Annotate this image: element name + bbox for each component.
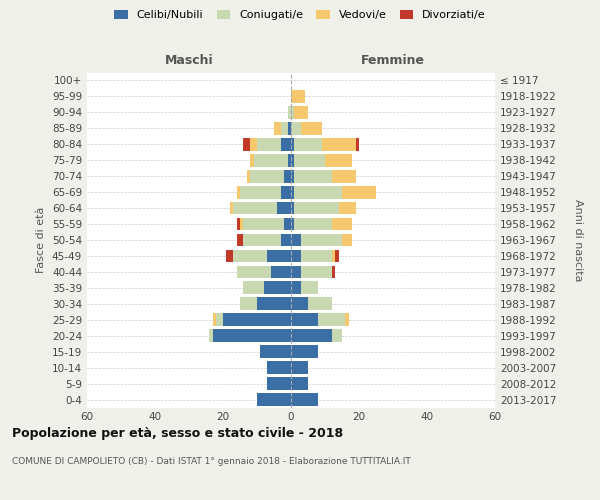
Y-axis label: Anni di nascita: Anni di nascita <box>573 198 583 281</box>
Bar <box>281 234 291 246</box>
Bar <box>267 361 291 374</box>
Bar <box>236 234 244 246</box>
Bar <box>332 218 352 230</box>
Bar <box>295 218 332 230</box>
Bar <box>332 266 335 278</box>
Legend: Celibi/Nubili, Coniugati/e, Vedovi/e, Divorziati/e: Celibi/Nubili, Coniugati/e, Vedovi/e, Di… <box>110 6 490 25</box>
Bar <box>301 234 342 246</box>
Bar <box>325 154 352 166</box>
Bar <box>244 282 264 294</box>
Bar <box>291 138 295 150</box>
Bar <box>295 186 342 198</box>
Bar <box>291 154 295 166</box>
Bar <box>322 138 356 150</box>
Bar <box>209 330 213 342</box>
Bar <box>274 122 281 134</box>
Bar <box>291 250 301 262</box>
Bar <box>291 393 318 406</box>
Bar <box>301 266 332 278</box>
Bar <box>291 122 301 134</box>
Bar <box>291 282 301 294</box>
Bar <box>244 234 281 246</box>
Bar <box>271 266 291 278</box>
Bar <box>281 122 287 134</box>
Bar <box>240 298 257 310</box>
Bar <box>236 266 271 278</box>
Bar <box>250 154 254 166</box>
Bar <box>295 170 332 182</box>
Bar <box>295 106 308 119</box>
Bar <box>338 202 356 214</box>
Bar <box>226 250 233 262</box>
Bar <box>287 154 291 166</box>
Bar <box>223 314 291 326</box>
Text: Popolazione per età, sesso e stato civile - 2018: Popolazione per età, sesso e stato civil… <box>12 428 343 440</box>
Bar <box>301 122 322 134</box>
Bar <box>233 250 267 262</box>
Bar <box>332 170 356 182</box>
Bar <box>291 218 295 230</box>
Bar <box>291 202 295 214</box>
Bar <box>342 186 376 198</box>
Bar <box>240 218 244 230</box>
Bar <box>342 234 352 246</box>
Bar <box>236 186 240 198</box>
Bar <box>284 170 291 182</box>
Bar <box>291 377 308 390</box>
Bar <box>257 393 291 406</box>
Bar <box>247 170 250 182</box>
Text: Maschi: Maschi <box>164 54 214 68</box>
Bar <box>267 377 291 390</box>
Bar <box>318 314 346 326</box>
Bar <box>301 282 318 294</box>
Bar <box>257 138 281 150</box>
Bar <box>213 314 216 326</box>
Bar <box>277 202 291 214</box>
Text: COMUNE DI CAMPOLIETO (CB) - Dati ISTAT 1° gennaio 2018 - Elaborazione TUTTITALIA: COMUNE DI CAMPOLIETO (CB) - Dati ISTAT 1… <box>12 458 411 466</box>
Bar <box>291 314 318 326</box>
Bar <box>301 250 332 262</box>
Bar <box>291 298 308 310</box>
Bar <box>335 250 338 262</box>
Y-axis label: Fasce di età: Fasce di età <box>37 207 46 273</box>
Bar <box>291 330 332 342</box>
Bar <box>291 346 318 358</box>
Bar <box>295 202 338 214</box>
Bar <box>291 186 295 198</box>
Bar <box>295 138 322 150</box>
Bar <box>281 138 291 150</box>
Bar <box>213 330 291 342</box>
Bar <box>230 202 233 214</box>
Bar <box>267 250 291 262</box>
Bar <box>281 186 291 198</box>
Bar <box>332 330 342 342</box>
Bar <box>240 186 281 198</box>
Bar <box>260 346 291 358</box>
Bar <box>291 170 295 182</box>
Bar <box>233 202 277 214</box>
Bar <box>332 250 335 262</box>
Bar <box>291 266 301 278</box>
Bar <box>308 298 332 310</box>
Bar <box>254 154 287 166</box>
Bar <box>291 90 305 103</box>
Bar <box>346 314 349 326</box>
Bar <box>284 218 291 230</box>
Text: Femmine: Femmine <box>361 54 425 68</box>
Bar <box>244 218 284 230</box>
Bar <box>291 106 295 119</box>
Bar <box>295 154 325 166</box>
Bar <box>244 138 250 150</box>
Bar <box>287 122 291 134</box>
Bar <box>291 234 301 246</box>
Bar <box>291 361 308 374</box>
Bar <box>356 138 359 150</box>
Bar <box>250 170 284 182</box>
Bar <box>257 298 291 310</box>
Bar <box>236 218 240 230</box>
Bar <box>216 314 223 326</box>
Bar <box>287 106 291 119</box>
Bar <box>250 138 257 150</box>
Bar <box>264 282 291 294</box>
